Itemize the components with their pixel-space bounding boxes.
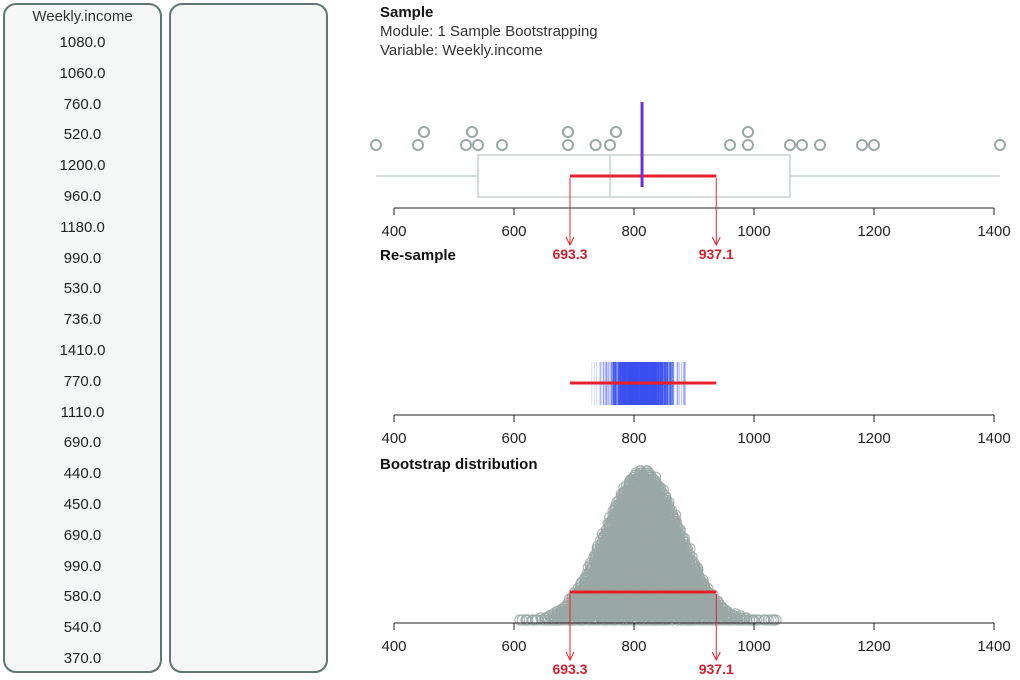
data-values-list: 1080.0 1060.0 760.0 520.0 1200.0 960.0 1180.0 9… bbox=[5, 28, 160, 671]
sample-data-point bbox=[466, 126, 478, 138]
sample-tick-label: 800 bbox=[621, 223, 646, 240]
sample-tick-label: 1400 bbox=[977, 223, 1010, 240]
bootstrap-mean-point bbox=[770, 614, 782, 626]
data-value-row[interactable]: 990.0 bbox=[63, 557, 102, 575]
resample-tick-label: 400 bbox=[381, 430, 406, 447]
data-value-row[interactable]: 1080.0 bbox=[59, 34, 106, 51]
sample-data-point bbox=[562, 126, 574, 138]
data-value-row[interactable]: 520.0 bbox=[63, 126, 102, 144]
sample-tick-label: 1000 bbox=[737, 223, 770, 240]
data-value-row[interactable]: 690.0 bbox=[63, 526, 102, 544]
data-table-panel: Weekly.income 1080.0 1060.0 760.0 520.0 1200… bbox=[3, 3, 162, 673]
bootstrap-mean-point bbox=[657, 484, 669, 496]
data-value-row[interactable]: 1180.0 bbox=[60, 218, 105, 236]
bootstrap-mean-point bbox=[759, 614, 771, 626]
sample-data-point bbox=[589, 139, 602, 151]
variable-label: Variable: Weekly.income bbox=[380, 42, 543, 59]
bootstrap-tick-label: 800 bbox=[621, 638, 646, 655]
bootstrap-mean-point bbox=[678, 538, 690, 551]
header-block: Sample Module: 1 Sample Bootstrapping Va… bbox=[380, 3, 598, 60]
sample-title: Sample bbox=[380, 4, 434, 21]
data-value-row[interactable]: 1410.0 bbox=[59, 341, 106, 359]
sample-ci-label: 937.1 bbox=[699, 246, 734, 262]
data-value-row[interactable]: 370.0 bbox=[63, 649, 102, 667]
column-header-weekly-income[interactable]: Weekly.income bbox=[32, 8, 133, 25]
sample-data-point bbox=[742, 139, 754, 151]
bootstrap-ci-arrow bbox=[565, 651, 575, 662]
empty-variable-panel[interactable] bbox=[169, 3, 328, 673]
sample-data-point bbox=[724, 139, 736, 151]
sample-data-point bbox=[814, 139, 826, 151]
bootstrap-mean-point bbox=[762, 614, 774, 626]
bootstrap-tick-label: 1200 bbox=[857, 638, 890, 655]
sample-data-point bbox=[994, 139, 1006, 151]
bootstrap-mean-point bbox=[669, 509, 682, 521]
sample-ci-arrow bbox=[711, 236, 721, 247]
sample-ci-label: 693.3 bbox=[552, 246, 587, 262]
bootstrap-mean-point bbox=[692, 563, 704, 576]
data-value-row[interactable]: 736.0 bbox=[63, 311, 102, 329]
sample-tick-label: 600 bbox=[501, 223, 526, 240]
data-value-row[interactable]: 960.0 bbox=[63, 187, 102, 205]
bootstrap-tick-label: 400 bbox=[381, 638, 406, 655]
sample-data-point bbox=[784, 139, 796, 151]
sample-data-point bbox=[460, 139, 472, 151]
resample-tick-label: 800 bbox=[621, 430, 646, 447]
bootstrap-ci-label: 693.3 bbox=[552, 661, 587, 677]
data-value-row[interactable]: 540.0 bbox=[63, 619, 102, 637]
sample-data-point bbox=[796, 139, 808, 151]
data-value-row[interactable]: 990.0 bbox=[63, 249, 102, 267]
bootstrap-tick-label: 600 bbox=[501, 638, 526, 655]
bootstrap-mean-point bbox=[527, 614, 539, 626]
data-value-row[interactable]: 690.0 bbox=[63, 434, 102, 452]
bootstrap-mean-point bbox=[697, 574, 709, 586]
resample-tick-label: 1400 bbox=[977, 430, 1010, 447]
data-value-row[interactable]: 1110.0 bbox=[60, 403, 105, 421]
sample-data-point bbox=[742, 126, 754, 138]
sample-data-point bbox=[496, 139, 508, 151]
resample-tick-label: 600 bbox=[501, 430, 526, 447]
data-value-row[interactable]: 580.0 bbox=[63, 588, 102, 606]
bootstrap-tick-label: 1400 bbox=[977, 638, 1010, 655]
sample-data-point bbox=[856, 139, 868, 151]
data-value-row[interactable]: 450.0 bbox=[63, 495, 102, 513]
sample-data-point bbox=[370, 139, 382, 151]
data-value-row[interactable]: 440.0 bbox=[63, 465, 102, 483]
sample-data-point bbox=[604, 139, 616, 151]
resample-tick-label: 1200 bbox=[857, 430, 890, 447]
sample-tick-label: 400 bbox=[381, 223, 406, 240]
sample-data-point bbox=[868, 139, 880, 151]
box-iqr bbox=[477, 154, 791, 198]
sample-data-point bbox=[418, 126, 430, 138]
sample-data-point bbox=[472, 139, 484, 151]
data-value-row[interactable]: 530.0 bbox=[63, 280, 102, 298]
sample-ci-arrow bbox=[565, 236, 575, 247]
bootstrap-ci-label: 937.1 bbox=[699, 661, 734, 677]
bootstrap-mean-point bbox=[683, 549, 695, 561]
sample-data-point bbox=[412, 139, 424, 151]
data-value-row[interactable]: 1200.0 bbox=[59, 157, 106, 175]
sample-data-point bbox=[562, 139, 574, 151]
sample-data-point bbox=[610, 126, 622, 138]
sample-tick-label: 1200 bbox=[857, 223, 890, 240]
bootstrap-mean-point bbox=[654, 482, 667, 494]
data-value-row[interactable]: 760.0 bbox=[63, 95, 102, 113]
module-label: Module: 1 Sample Bootstrapping bbox=[380, 23, 598, 40]
resample-title: Re-sample bbox=[380, 247, 456, 264]
data-value-row[interactable]: 770.0 bbox=[63, 372, 102, 390]
bootstrap-ci-arrow bbox=[711, 651, 721, 662]
bootstrap-mean-point bbox=[753, 614, 765, 626]
bootstrap-title: Bootstrap distribution bbox=[380, 456, 538, 473]
resample-tick-label: 1000 bbox=[737, 430, 770, 447]
data-value-row[interactable]: 1060.0 bbox=[59, 64, 106, 82]
bootstrap-tick-label: 1000 bbox=[737, 638, 770, 655]
bootstrap-mean-point bbox=[678, 532, 690, 544]
